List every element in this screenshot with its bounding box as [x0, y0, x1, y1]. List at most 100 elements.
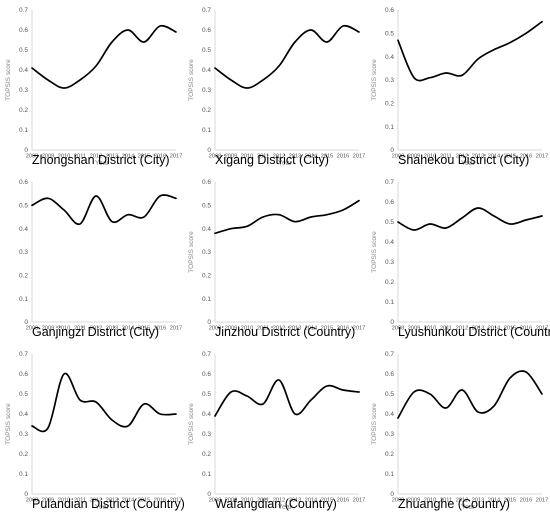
x-tick-label: 2017	[353, 326, 365, 332]
x-tick-label: 2009	[42, 154, 54, 160]
x-tick-label: 2012	[273, 498, 285, 504]
y-tick-label: 0.7	[19, 351, 28, 358]
y-tick-label: 0.7	[202, 351, 211, 358]
x-tick-label: 2016	[337, 326, 349, 332]
x-tick-label: 2008	[392, 326, 404, 332]
y-tick-label: 0.2	[19, 451, 28, 458]
x-tick-label: 2016	[154, 326, 166, 332]
panel-title: Zhongshan District (City)	[32, 153, 170, 167]
chart-panel: 0 0.1 0.2 0.3 0.4 0.5 0.6 0.7 2008 2009 2010 2011 20…	[183, 0, 366, 172]
y-tick-label: 0.1	[19, 296, 28, 303]
y-axis-title: TOPSIS score	[371, 231, 378, 273]
x-tick-label: 2016	[520, 326, 532, 332]
x-tick-label: 2016	[154, 498, 166, 504]
y-tick-label: 0.2	[19, 273, 28, 280]
y-tick-label: 0	[207, 319, 211, 326]
y-tick-label: 0.1	[385, 299, 394, 306]
panel-title: Lyushunkou District (Country)	[398, 325, 550, 339]
x-tick-label: 2014	[122, 498, 134, 504]
chart-panel: 0 0.1 0.2 0.3 0.4 0.5 0.6 2008 2009 2010 2011 2012 2…	[366, 0, 549, 172]
y-tick-label: 0.4	[385, 411, 394, 418]
x-tick-label: 2008	[392, 154, 404, 160]
y-tick-label: 0.4	[19, 226, 28, 233]
x-tick-label: 2014	[122, 154, 134, 160]
x-axis-title: Year	[95, 504, 110, 511]
x-tick-label: 2011	[74, 498, 86, 504]
x-tick-label: 2014	[305, 154, 317, 160]
y-tick-label: 0.7	[385, 351, 394, 358]
x-tick-label: 2012	[273, 154, 285, 160]
y-tick-label: 0.6	[385, 7, 394, 14]
series-line	[31, 194, 177, 226]
line-chart: 0 0.1 0.2 0.3 0.4 0.5 0.6 2008 2009 2010 2011 2012 2…	[19, 179, 182, 339]
y-tick-label: 0.7	[19, 7, 28, 14]
x-tick-label: 2009	[408, 326, 420, 332]
chart-panel: 0 0.1 0.2 0.3 0.4 0.5 0.6 0.7 2008 2009 2010 2011 20…	[0, 0, 183, 172]
x-tick-label: 2015	[321, 326, 333, 332]
x-tick-label: 2011	[74, 154, 86, 160]
x-tick-label: 2015	[138, 498, 150, 504]
x-tick-label: 2017	[170, 154, 182, 160]
line-chart: 0 0.1 0.2 0.3 0.4 0.5 0.6 2008 2009 2010 2011 2012 2…	[371, 7, 548, 167]
x-tick-label: 2016	[337, 154, 349, 160]
x-tick-label: 2010	[58, 498, 70, 504]
y-tick-label: 0.5	[385, 391, 394, 398]
x-tick-label: 2015	[504, 154, 516, 160]
x-tick-label: 2016	[154, 154, 166, 160]
y-tick-label: 0.5	[19, 203, 28, 210]
x-tick-label: 2010	[241, 498, 253, 504]
x-tick-label: 2013	[106, 326, 118, 332]
x-tick-label: 2011	[257, 154, 269, 160]
x-tick-label: 2011	[440, 154, 452, 160]
y-tick-label: 0.1	[19, 127, 28, 134]
x-tick-label: 2011	[257, 326, 269, 332]
x-axis-title: Year	[95, 160, 110, 167]
x-tick-label: 2009	[408, 498, 420, 504]
x-tick-label: 2015	[321, 498, 333, 504]
x-tick-label: 2014	[488, 154, 500, 160]
x-tick-label: 2014	[122, 326, 134, 332]
y-axis-title: TOPSIS score	[371, 59, 378, 101]
x-tick-label: 2014	[305, 498, 317, 504]
y-tick-label: 0.3	[19, 87, 28, 94]
x-tick-label: 2008	[26, 326, 38, 332]
x-axis-title: Year	[278, 504, 293, 511]
x-tick-label: 2008	[209, 326, 221, 332]
x-tick-label: 2009	[42, 498, 54, 504]
line-chart: 0 0.1 0.2 0.3 0.4 0.5 0.6 2008 2009 2010 2011 2012 2…	[188, 179, 365, 339]
x-tick-label: 2009	[408, 154, 420, 160]
y-tick-label: 0.3	[385, 259, 394, 266]
x-tick-label: 2011	[257, 498, 269, 504]
series-line	[397, 370, 543, 419]
y-axis-title: TOPSIS score	[188, 59, 195, 101]
series-line	[31, 372, 177, 433]
x-tick-label: 2010	[424, 326, 436, 332]
x-tick-label: 2009	[42, 326, 54, 332]
x-tick-label: 2013	[289, 154, 301, 160]
x-tick-label: 2013	[472, 154, 484, 160]
y-tick-label: 0.6	[19, 371, 28, 378]
panel-title: Zhuanghe (Country)	[398, 497, 510, 511]
x-tick-label: 2013	[106, 154, 118, 160]
series-line	[397, 207, 543, 231]
x-tick-label: 2014	[305, 326, 317, 332]
x-tick-label: 2013	[106, 498, 118, 504]
x-axis-title: Year	[461, 504, 476, 511]
x-tick-label: 2012	[273, 326, 285, 332]
x-tick-label: 2017	[353, 154, 365, 160]
y-tick-label: 0.5	[202, 391, 211, 398]
x-tick-label: 2009	[225, 498, 237, 504]
series-line	[214, 24, 360, 89]
x-tick-label: 2008	[209, 154, 221, 160]
x-tick-label: 2011	[440, 326, 452, 332]
x-tick-label: 2017	[170, 498, 182, 504]
y-tick-label: 0.3	[19, 431, 28, 438]
y-tick-label: 0.3	[19, 249, 28, 256]
x-tick-label: 2017	[536, 498, 548, 504]
chart-panel: 0 0.1 0.2 0.3 0.4 0.5 0.6 2008 2009 2010 2011 2012 2…	[0, 172, 183, 344]
y-tick-label: 0.3	[202, 87, 211, 94]
y-tick-label: 0.5	[202, 47, 211, 54]
y-tick-label: 0	[207, 147, 211, 154]
y-axis-title: TOPSIS score	[188, 403, 195, 445]
